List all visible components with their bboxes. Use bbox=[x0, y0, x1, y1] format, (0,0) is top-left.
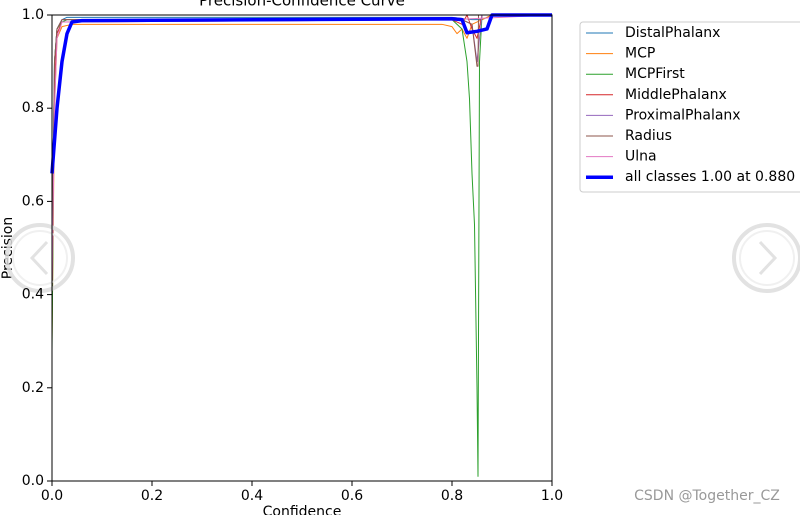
legend-box bbox=[579, 21, 800, 193]
series-line bbox=[51, 14, 552, 477]
legend-label: MCP bbox=[625, 46, 655, 62]
legend-label: Ulna bbox=[625, 149, 657, 165]
x-tick-label: 0.6 bbox=[341, 488, 363, 504]
y-tick-label: 0.0 bbox=[22, 473, 44, 489]
series-line bbox=[50, 13, 552, 174]
y-tick-label: 0.8 bbox=[22, 100, 44, 116]
x-tick-label: 0.4 bbox=[241, 488, 263, 504]
legend-label: all classes 1.00 at 0.880 bbox=[625, 169, 795, 185]
prev-button[interactable] bbox=[5, 223, 75, 293]
y-tick-label: 0.2 bbox=[22, 380, 44, 396]
x-tick-label: 1.0 bbox=[541, 488, 563, 504]
plot-area bbox=[50, 13, 553, 477]
next-button[interactable] bbox=[732, 223, 800, 293]
chart-title: Precision-Confidence Curve bbox=[199, 0, 405, 10]
legend-label: ProximalPhalanx bbox=[625, 107, 741, 123]
x-tick-label: 0.8 bbox=[441, 488, 463, 504]
series-line bbox=[51, 14, 552, 272]
y-tick-label: 1.0 bbox=[22, 7, 44, 23]
legend-label: DistalPhalanx bbox=[625, 25, 720, 41]
legend-label: MCPFirst bbox=[625, 66, 685, 82]
legend-label: Radius bbox=[625, 128, 672, 144]
watermark: CSDN @Together_CZ bbox=[634, 488, 780, 504]
y-tick-label: 0.6 bbox=[22, 193, 44, 209]
x-tick-label: 0.2 bbox=[141, 488, 163, 504]
legend-label: MiddlePhalanx bbox=[625, 87, 727, 103]
plot-frame bbox=[51, 14, 553, 482]
legend: DistalPhalanx MCP MCPFirst MiddlePhalanx Pro… bbox=[586, 25, 795, 185]
y-tick-label: 0.4 bbox=[22, 287, 44, 303]
x-axis-label: Confidence bbox=[263, 504, 342, 515]
x-tick-label: 0.0 bbox=[41, 488, 63, 504]
